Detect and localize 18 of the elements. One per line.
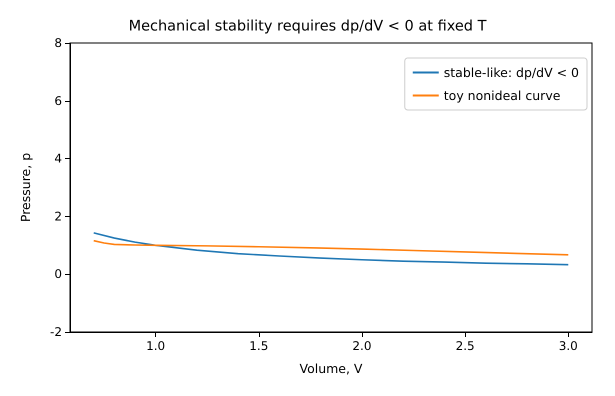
y-axis-title: Pressure, p xyxy=(18,152,33,222)
x-tick-label: 2.0 xyxy=(352,339,372,353)
y-tick-label: -2 xyxy=(50,325,62,339)
line-series xyxy=(92,240,570,256)
y-tick-label: 8 xyxy=(54,36,62,50)
y-tick-label: 0 xyxy=(54,267,62,282)
legend-label: toy nonideal curve xyxy=(444,88,561,103)
y-tick-label: 2 xyxy=(54,209,62,224)
x-axis-title: Volume, V xyxy=(300,361,363,376)
y-tick-label: 6 xyxy=(54,94,62,108)
x-tick-label: 2.5 xyxy=(456,339,475,353)
line-series xyxy=(92,232,570,266)
x-tick-label: 1.0 xyxy=(146,339,166,353)
legend-label: stable-like: dp/dV < 0 xyxy=(444,65,580,80)
chart-title: Mechanical stability requires dp/dV < 0 at fixed T xyxy=(128,18,487,34)
x-tick-label: 3.0 xyxy=(558,339,578,353)
y-tick-label: 4 xyxy=(54,152,62,166)
x-tick-label: 1.5 xyxy=(249,339,268,353)
